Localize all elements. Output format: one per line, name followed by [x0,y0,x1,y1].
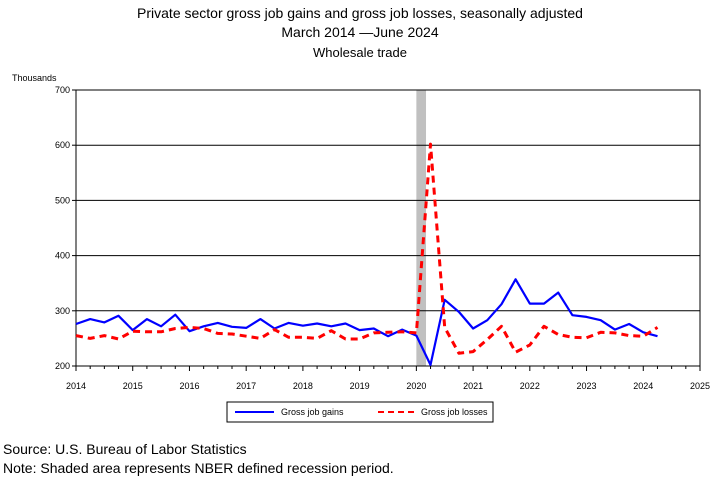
source-note: Source: U.S. Bureau of Labor Statistics [3,441,247,457]
series-line-gross-job-gains [75,278,658,366]
x-tick-label: 2021 [463,381,483,391]
y-tick-label: 200 [55,361,70,371]
x-tick-label: 2017 [236,381,256,391]
legend-box [226,401,494,423]
y-tick-label: 300 [55,306,70,316]
x-tick-label: 2025 [690,381,710,391]
x-tick-label: 2024 [633,381,653,391]
x-tick-label: 2018 [293,381,313,391]
legend-label-losses: Gross job losses [421,407,488,417]
legend: Gross job gains Gross job losses [226,401,494,423]
plot-area: 200 300 400 500 600 700 2014 2015 2016 2017 2018 20… [55,85,710,391]
y-tick-label: 600 [55,140,70,150]
x-tick-label: 2014 [66,381,86,391]
x-tick-label: 2022 [520,381,540,391]
y-tick-label: 500 [55,195,70,205]
y-axis-label: Thousands [12,73,57,83]
series-line-gross-job-losses [75,142,659,355]
chart-subtitle: March 2014 —June 2024 [281,24,438,40]
legend-label-gains: Gross job gains [281,407,344,417]
x-tick-label: 2020 [406,381,426,391]
x-tick-label: 2023 [577,381,597,391]
chart-subtitle-2: Wholesale trade [313,45,407,60]
chart-title: Private sector gross job gains and gross… [137,5,583,21]
recession-note: Note: Shaded area represents NBER define… [3,460,394,476]
x-tick-label: 2015 [123,381,143,391]
y-tick-label: 400 [55,251,70,261]
plot-frame [75,89,701,367]
x-tick-label: 2016 [179,381,199,391]
recession-shade [416,90,427,366]
y-tick-label: 700 [55,85,70,95]
x-tick-label: 2019 [350,381,370,391]
